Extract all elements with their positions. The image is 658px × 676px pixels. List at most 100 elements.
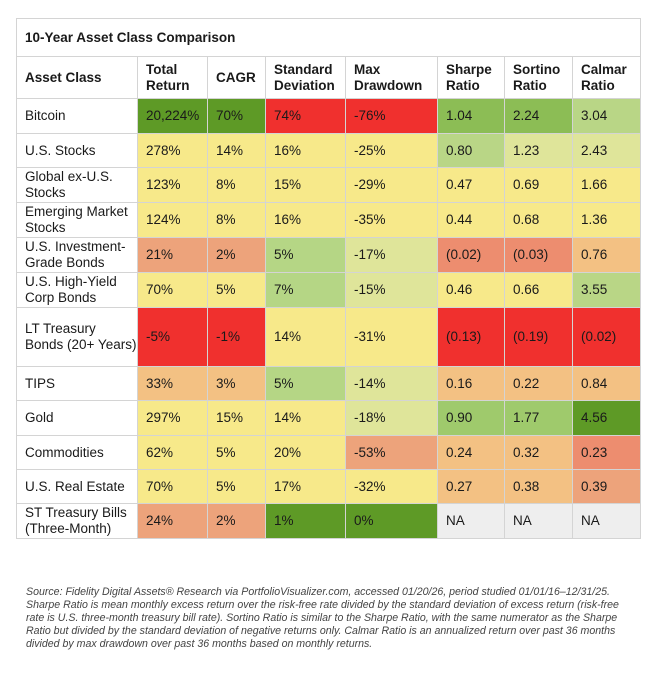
table-row: ST Treasury Bills (Three-Month) 24% 2% 1% 0%… <box>16 503 642 539</box>
value-cell: (0.13) <box>437 307 505 367</box>
value-cell: -25% <box>345 133 438 168</box>
value-cell: 0.32 <box>504 435 573 470</box>
value-cell: -5% <box>137 307 208 367</box>
value-cell: 14% <box>265 400 346 436</box>
value-cell: 1.23 <box>504 133 573 168</box>
value-cell: 0.46 <box>437 272 505 308</box>
value-cell: NA <box>504 503 573 539</box>
table-row: LT Treasury Bonds (20+ Years) -5% -1% 14% -3… <box>16 307 642 367</box>
value-cell: 0.23 <box>571 435 642 470</box>
asset-class-cell: TIPS <box>16 366 138 401</box>
value-cell: -17% <box>345 237 438 273</box>
value-cell: 2% <box>207 503 266 539</box>
column-header-total-return: Total Return <box>137 56 208 99</box>
value-cell: (0.19) <box>504 307 573 367</box>
value-cell: -35% <box>345 202 438 238</box>
asset-class-cell: Global ex-U.S. Stocks <box>16 167 138 203</box>
value-cell: 8% <box>207 167 266 203</box>
value-cell: 0.44 <box>437 202 505 238</box>
table-row: Emerging Market Stocks 124% 8% 16% -35% 0.44 0… <box>16 202 642 238</box>
value-cell: 2.24 <box>504 98 573 134</box>
column-header-cagr: CAGR <box>207 56 266 99</box>
value-cell: 1% <box>265 503 346 539</box>
asset-class-cell: U.S. Real Estate <box>16 469 138 504</box>
value-cell: 0.24 <box>437 435 505 470</box>
value-cell: 0.69 <box>504 167 573 203</box>
asset-class-cell: U.S. Stocks <box>16 133 138 168</box>
value-cell: 2.43 <box>571 133 642 168</box>
value-cell: 70% <box>207 98 266 134</box>
table-row: Global ex-U.S. Stocks 123% 8% 15% -29% 0.47 0.… <box>16 167 642 203</box>
value-cell: 123% <box>137 167 208 203</box>
column-header-max-drawdown: Max Drawdown <box>345 56 438 99</box>
value-cell: 0.68 <box>504 202 573 238</box>
value-cell: 0.16 <box>437 366 505 401</box>
value-cell: -18% <box>345 400 438 436</box>
value-cell: 62% <box>137 435 208 470</box>
value-cell: 0% <box>345 503 438 539</box>
value-cell: -29% <box>345 167 438 203</box>
value-cell: -14% <box>345 366 438 401</box>
table-row: U.S. Investment-Grade Bonds 21% 2% 5% -17% (0… <box>16 237 642 273</box>
value-cell: 1.36 <box>571 202 642 238</box>
value-cell: (0.03) <box>504 237 573 273</box>
table-row: TIPS 33% 3% 5% -14% 0.16 0.22 0.84 <box>16 366 642 401</box>
value-cell: 0.90 <box>437 400 505 436</box>
value-cell: 2% <box>207 237 266 273</box>
value-cell: 1.66 <box>571 167 642 203</box>
value-cell: 20% <box>265 435 346 470</box>
value-cell: NA <box>437 503 505 539</box>
value-cell: 5% <box>265 366 346 401</box>
value-cell: 3.55 <box>571 272 642 308</box>
asset-class-cell: U.S. Investment-Grade Bonds <box>16 237 138 273</box>
value-cell: -31% <box>345 307 438 367</box>
table-row: Commodities 62% 5% 20% -53% 0.24 0.32 0.23 <box>16 435 642 470</box>
value-cell: 70% <box>137 469 208 504</box>
value-cell: 3% <box>207 366 266 401</box>
comparison-table-container: 10-Year Asset Class Comparison Asset Cla… <box>15 18 642 539</box>
asset-class-cell: ST Treasury Bills (Three-Month) <box>16 503 138 539</box>
value-cell: 70% <box>137 272 208 308</box>
value-cell: -15% <box>345 272 438 308</box>
value-cell: 0.39 <box>571 469 642 504</box>
value-cell: 74% <box>265 98 346 134</box>
value-cell: -32% <box>345 469 438 504</box>
value-cell: 17% <box>265 469 346 504</box>
value-cell: 0.80 <box>437 133 505 168</box>
value-cell: 16% <box>265 133 346 168</box>
table-row: U.S. Real Estate 70% 5% 17% -32% 0.27 0.38 0.39 <box>16 469 642 504</box>
value-cell: 0.47 <box>437 167 505 203</box>
column-header-asset-class: Asset Class <box>16 56 138 99</box>
value-cell: 0.84 <box>571 366 642 401</box>
value-cell: NA <box>571 503 642 539</box>
value-cell: 15% <box>207 400 266 436</box>
value-cell: 20,224% <box>137 98 208 134</box>
value-cell: 0.66 <box>504 272 573 308</box>
value-cell: 5% <box>207 469 266 504</box>
table-row: U.S. Stocks 278% 14% 16% -25% 0.80 1.23 2.43 <box>16 133 642 168</box>
table-title: 10-Year Asset Class Comparison <box>15 18 642 57</box>
value-cell: 124% <box>137 202 208 238</box>
value-cell: -1% <box>207 307 266 367</box>
header-row: Asset Class Total Return CAGR Standard Devi… <box>16 56 642 99</box>
value-cell: 7% <box>265 272 346 308</box>
asset-class-cell: Gold <box>16 400 138 436</box>
value-cell: 14% <box>265 307 346 367</box>
value-cell: 278% <box>137 133 208 168</box>
table-row: Bitcoin 20,224% 70% 74% -76% 1.04 2.24 3.04 <box>16 98 642 134</box>
value-cell: 21% <box>137 237 208 273</box>
table-row: Gold 297% 15% 14% -18% 0.90 1.77 4.56 <box>16 400 642 436</box>
asset-class-cell: Bitcoin <box>16 98 138 134</box>
value-cell: 1.77 <box>504 400 573 436</box>
value-cell: 5% <box>207 272 266 308</box>
title-row: 10-Year Asset Class Comparison <box>15 18 642 57</box>
asset-class-table: 10-Year Asset Class Comparison Asset Cla… <box>15 18 642 539</box>
asset-class-cell: U.S. High-Yield Corp Bonds <box>16 272 138 308</box>
column-header-standard-deviation: Standard Deviation <box>265 56 346 99</box>
value-cell: 4.56 <box>571 400 642 436</box>
source-footnote: Source: Fidelity Digital Assets® Researc… <box>26 586 619 650</box>
column-header-calmar-ratio: Calmar Ratio <box>571 56 642 99</box>
value-cell: 5% <box>265 237 346 273</box>
value-cell: -76% <box>345 98 438 134</box>
asset-class-cell: LT Treasury Bonds (20+ Years) <box>16 307 138 367</box>
